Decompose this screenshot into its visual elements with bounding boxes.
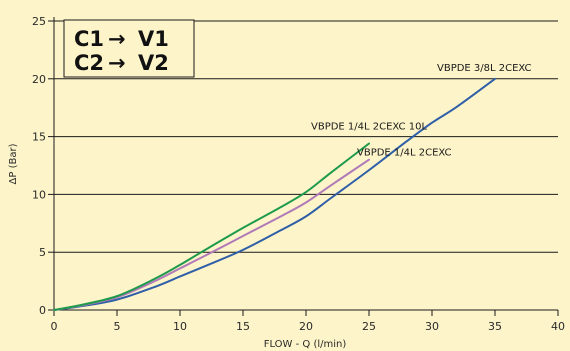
x-tick-label: 25 (362, 320, 376, 333)
x-tick-label: 40 (551, 320, 565, 333)
port-legend-line1-arrow: → (108, 27, 126, 51)
x-tick-label: 20 (299, 320, 313, 333)
series-line-vbpde-1-4l-2cexc-10l (53, 142, 370, 311)
x-tick-label: 15 (236, 320, 250, 333)
port-legend-box: C1 → V1 C2 → V2 (63, 19, 195, 78)
axis-layer (48, 17, 559, 316)
x-tick-label: 10 (173, 320, 187, 333)
port-legend-line2-source: C2 (74, 51, 104, 75)
series-layer (53, 77, 496, 311)
x-tick-label: 5 (114, 320, 121, 333)
y-tick-label: 25 (32, 15, 46, 28)
y-tick-label: 15 (32, 131, 46, 144)
port-legend-line1-source: C1 (74, 27, 104, 51)
y-tick-label: 0 (39, 304, 46, 317)
port-legend-frame (63, 19, 195, 78)
x-tick-label: 30 (425, 320, 439, 333)
label-layer: 0 5 10 15 20 25 0 5 10 15 20 25 30 35 40 VBPDE 1/4L 2CE… (32, 15, 565, 333)
y-tick-label: 5 (39, 246, 46, 259)
y-axis-title: ΔP (Bar) (8, 143, 19, 184)
series-line-vbpde-3-8l-2cexc (53, 77, 496, 311)
x-tick-label: 35 (488, 320, 502, 333)
y-tick-label: 10 (32, 188, 46, 201)
port-legend-line1-target: V1 (138, 27, 169, 51)
series-label-vbpde-1-4l-2cexc-10l: VBPDE 1/4L 2CEXC 10L (311, 122, 427, 133)
port-legend-line2-arrow: → (108, 51, 126, 75)
series-label-vbpde-3-8l-2cexc: VBPDE 3/8L 2CEXC (437, 63, 532, 74)
series-line-vbpde-1-4l-2cexc (53, 158, 370, 311)
x-tick-label: 0 (51, 320, 58, 333)
x-axis-title: FLOW - Q (l/min) (264, 339, 347, 350)
port-legend-line2-target: V2 (138, 51, 169, 75)
series-label-vbpde-1-4l-2cexc: VBPDE 1/4L 2CEXC (357, 148, 452, 159)
y-tick-label: 20 (32, 73, 46, 86)
